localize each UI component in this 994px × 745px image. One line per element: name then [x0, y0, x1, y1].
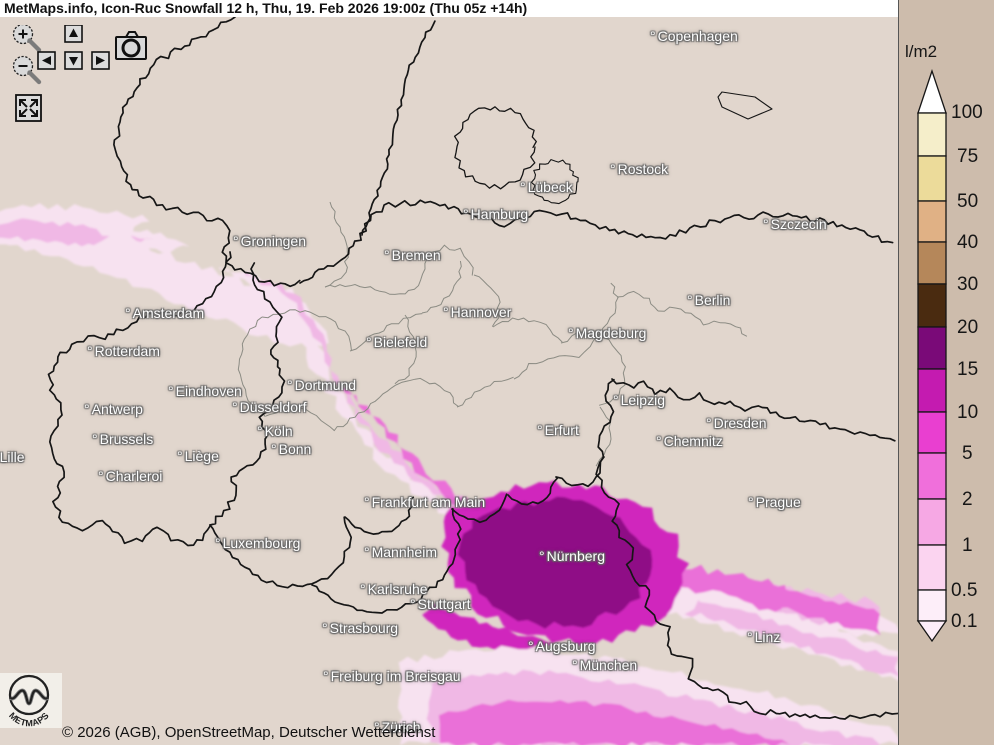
svg-text:5: 5 — [962, 443, 973, 464]
svg-text:0.1: 0.1 — [951, 611, 977, 632]
svg-text:2: 2 — [962, 489, 973, 510]
svg-text:1: 1 — [962, 535, 973, 556]
svg-text:50: 50 — [957, 191, 978, 212]
svg-text:10: 10 — [957, 402, 978, 423]
svg-text:75: 75 — [957, 146, 978, 167]
svg-text:30: 30 — [957, 274, 978, 295]
svg-text:20: 20 — [957, 317, 978, 338]
svg-text:0.5: 0.5 — [951, 580, 977, 601]
svg-text:l/m2: l/m2 — [905, 42, 937, 61]
svg-text:100: 100 — [951, 102, 983, 123]
svg-text:15: 15 — [957, 359, 978, 380]
svg-text:40: 40 — [957, 232, 978, 253]
